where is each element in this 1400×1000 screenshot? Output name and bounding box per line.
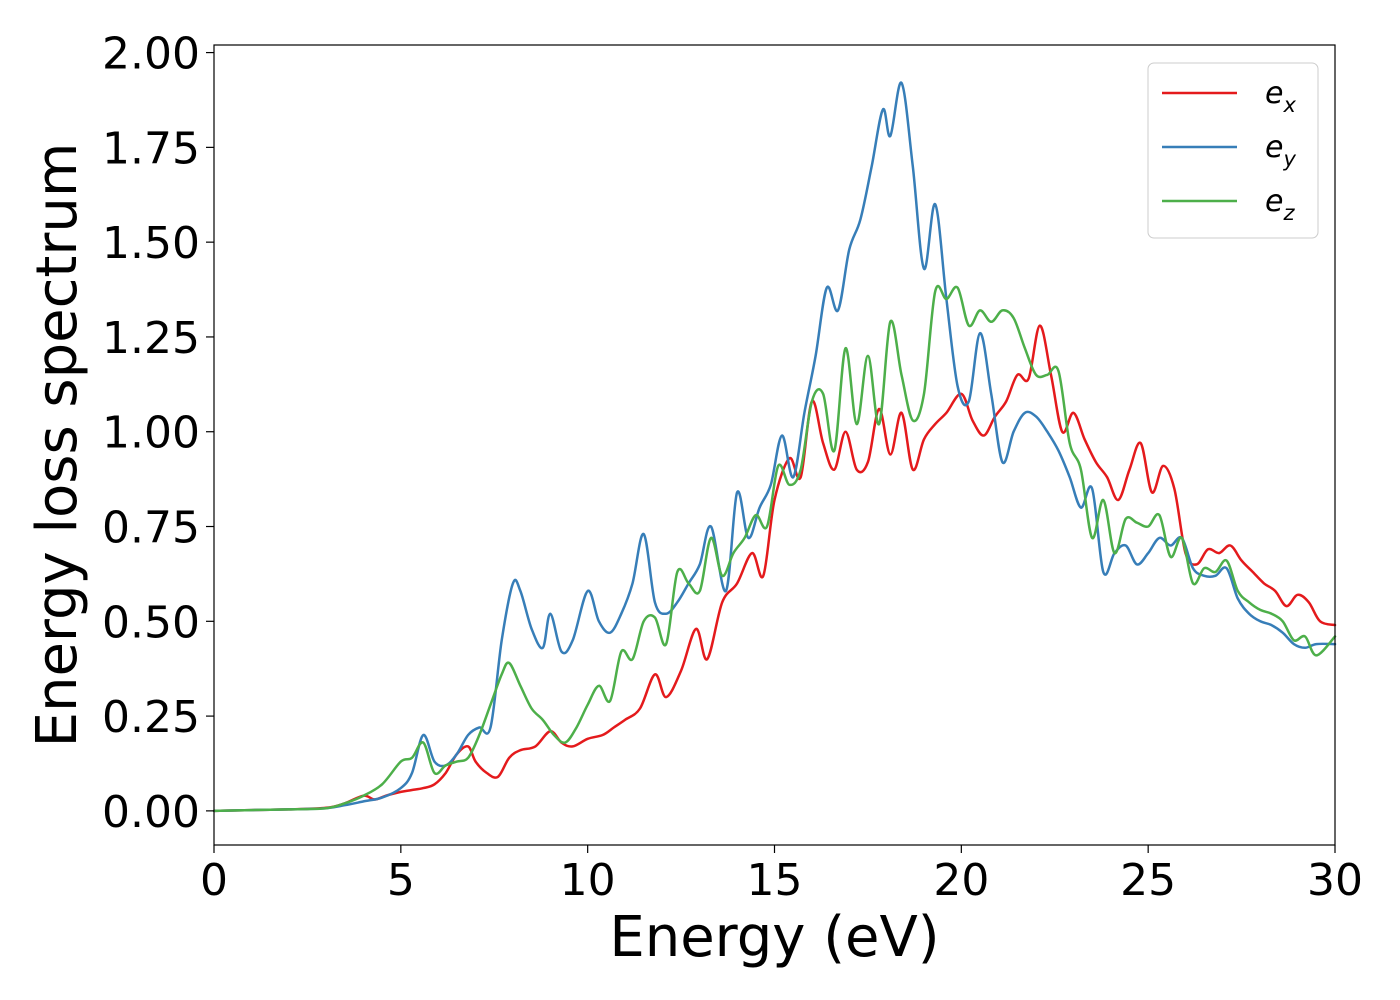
- y-tick-label: 0.50: [102, 597, 200, 648]
- y-tick-label: 0.00: [102, 787, 200, 838]
- x-tick-label: 30: [1307, 855, 1363, 906]
- x-axis-title: Energy (eV): [609, 905, 939, 970]
- series-line-ey: [212, 81, 1337, 813]
- y-tick-label: 1.50: [102, 218, 200, 269]
- y-axis-title: Energy loss spectrum: [25, 143, 90, 748]
- x-tick-label: 5: [387, 855, 415, 906]
- x-tick-label: 25: [1120, 855, 1176, 906]
- x-tick-label: 15: [747, 855, 803, 906]
- x-tick-label: 0: [200, 855, 228, 906]
- y-tick-label: 2.00: [102, 29, 200, 80]
- x-tick-label: 20: [933, 855, 989, 906]
- y-tick-label: 1.25: [102, 313, 200, 364]
- y-tick-label: 1.00: [102, 408, 200, 459]
- series-line-ez: [212, 284, 1337, 813]
- y-tick-label: 0.75: [102, 503, 200, 554]
- y-axis: 0.00 0.25 0.50 0.75 1.00 1.25 1.50 1.75 2.00: [102, 29, 214, 838]
- x-tick-label: 10: [560, 855, 616, 906]
- y-tick-label: 1.75: [102, 123, 200, 174]
- legend-label-ey: ey: [1265, 130, 1296, 171]
- series-line-ex: [212, 324, 1337, 813]
- x-axis: 0 5 10 15 20 25 30: [200, 845, 1363, 906]
- legend-frame: [1147, 62, 1319, 239]
- series-layer: [212, 81, 1337, 813]
- y-tick-label: 0.25: [102, 692, 200, 743]
